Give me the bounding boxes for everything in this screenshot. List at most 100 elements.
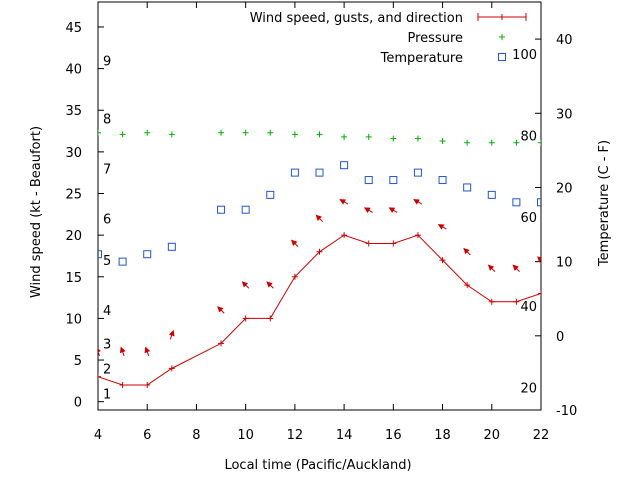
legend: Wind speed, gusts, and direction Pressure… (250, 11, 527, 66)
x-tick-label: 16 (385, 428, 402, 443)
gust-direction-arrow (168, 329, 175, 340)
pressure-point (267, 129, 274, 136)
y-tick-label-left: 30 (65, 146, 82, 161)
temperature-point (438, 176, 447, 185)
x-axis-label: Local time (Pacific/Auckland) (224, 458, 411, 473)
temperature-point (98, 250, 102, 259)
gust-direction-arrow (217, 306, 225, 314)
temperature-point (463, 183, 472, 192)
wind-speed-point (488, 298, 495, 305)
wind-speed-point (341, 232, 348, 239)
temperature-point (217, 205, 226, 214)
pressure-point (439, 138, 446, 145)
wind-speed-point (365, 240, 372, 247)
y-tick-label-left: 10 (65, 312, 82, 327)
wind-speed-point (144, 382, 151, 389)
pressure-point (464, 139, 471, 146)
wind-speed-point (414, 232, 421, 239)
pressure-point (242, 129, 249, 136)
x-tick-label: 10 (237, 428, 254, 443)
wind-speed-point (291, 273, 298, 280)
y-tick-label-right: 10 (556, 256, 573, 271)
wind-speed-point (218, 340, 225, 347)
x-tick-label: 4 (94, 428, 102, 443)
legend-swatch-square (498, 53, 506, 61)
pressure-point (98, 129, 101, 136)
wind-speed-point (513, 298, 520, 305)
gust-direction-arrow (339, 199, 349, 205)
temperature-point (241, 205, 250, 214)
x-tick-label: 8 (192, 428, 200, 443)
gust-direction-arrow (119, 346, 126, 357)
y-tick-label-right: -10 (556, 404, 577, 419)
y-tick-label-right: 40 (556, 33, 573, 48)
pressure-point (513, 139, 520, 146)
gust-direction-arrow (70, 340, 76, 346)
beaufort-label: 8 (103, 113, 111, 128)
x-tick-label: 12 (287, 428, 304, 443)
beaufort-label: 4 (103, 304, 111, 319)
pressure-point (538, 139, 541, 146)
wind-speed-point (390, 240, 397, 247)
legend-label: Temperature (380, 51, 463, 66)
wind-speed-point (439, 257, 446, 264)
y-tick-label-left: 45 (65, 21, 82, 36)
gust-direction-arrow (487, 264, 496, 272)
wind-speed-point (70, 374, 76, 380)
y-tick-label-left: 0 (74, 396, 82, 411)
y-tick-label-left: 40 (65, 63, 82, 78)
wind-speed-point (316, 248, 323, 255)
plot-area (70, 129, 541, 389)
y-tick-label-left: 35 (65, 104, 82, 119)
pressure-point (119, 131, 126, 138)
y-tick-label-left: 15 (65, 271, 82, 286)
pressure-point (414, 135, 421, 142)
beaufort-label: 7 (103, 163, 111, 178)
wind-speed-point (98, 373, 101, 380)
legend-label: Wind speed, gusts, and direction (250, 11, 463, 26)
y-tick-label-right: 30 (556, 107, 573, 122)
gust-direction-arrow (388, 207, 398, 214)
pressure-point (365, 133, 372, 140)
wind-speed-point (119, 382, 126, 389)
temperature-point (143, 250, 152, 259)
temperature-point (118, 257, 127, 266)
legend-swatch-point (499, 34, 505, 40)
wind-speed-point (464, 282, 471, 289)
beaufort-label: 2 (103, 362, 111, 377)
pressure-point (218, 129, 225, 136)
gust-direction-arrow (266, 281, 274, 289)
wind-speed-point (267, 315, 274, 322)
y-tick-label-left: 20 (65, 229, 82, 244)
temperature-point (364, 176, 373, 185)
gust-direction-arrow (144, 346, 151, 357)
temperature-point (315, 168, 324, 177)
pressure-point (168, 131, 175, 138)
beaufort-label: 9 (103, 54, 111, 69)
y-tick-label-right: 0 (556, 330, 564, 345)
series-layer (70, 129, 541, 389)
temperature-point (340, 161, 349, 170)
temperature-point (537, 198, 541, 207)
gust-direction-arrow (241, 281, 250, 289)
gust-direction-arrow (437, 224, 447, 230)
gust-direction-arrow (463, 247, 471, 256)
plot-frame (97, 1, 542, 411)
pressure-point (341, 133, 348, 140)
y-tick-label-left: 5 (74, 354, 82, 369)
x-tick-label: 22 (533, 428, 550, 443)
temperature-point (167, 242, 176, 251)
beaufort-label: 5 (103, 254, 111, 269)
pressure-point (488, 139, 495, 146)
y-axis-label-left: Wind speed (kt - Beaufort) (29, 126, 44, 298)
x-tick-label: 14 (336, 428, 353, 443)
y-tick-label-right: 20 (556, 181, 573, 196)
temperature-point (413, 168, 422, 177)
pressure-point (291, 131, 298, 138)
fahrenheit-label: 60 (520, 211, 537, 226)
wind-speed-point (242, 315, 249, 322)
pressure-point (316, 131, 323, 138)
plot-frame-layer (97, 1, 542, 411)
wind-speed-point (168, 365, 175, 372)
